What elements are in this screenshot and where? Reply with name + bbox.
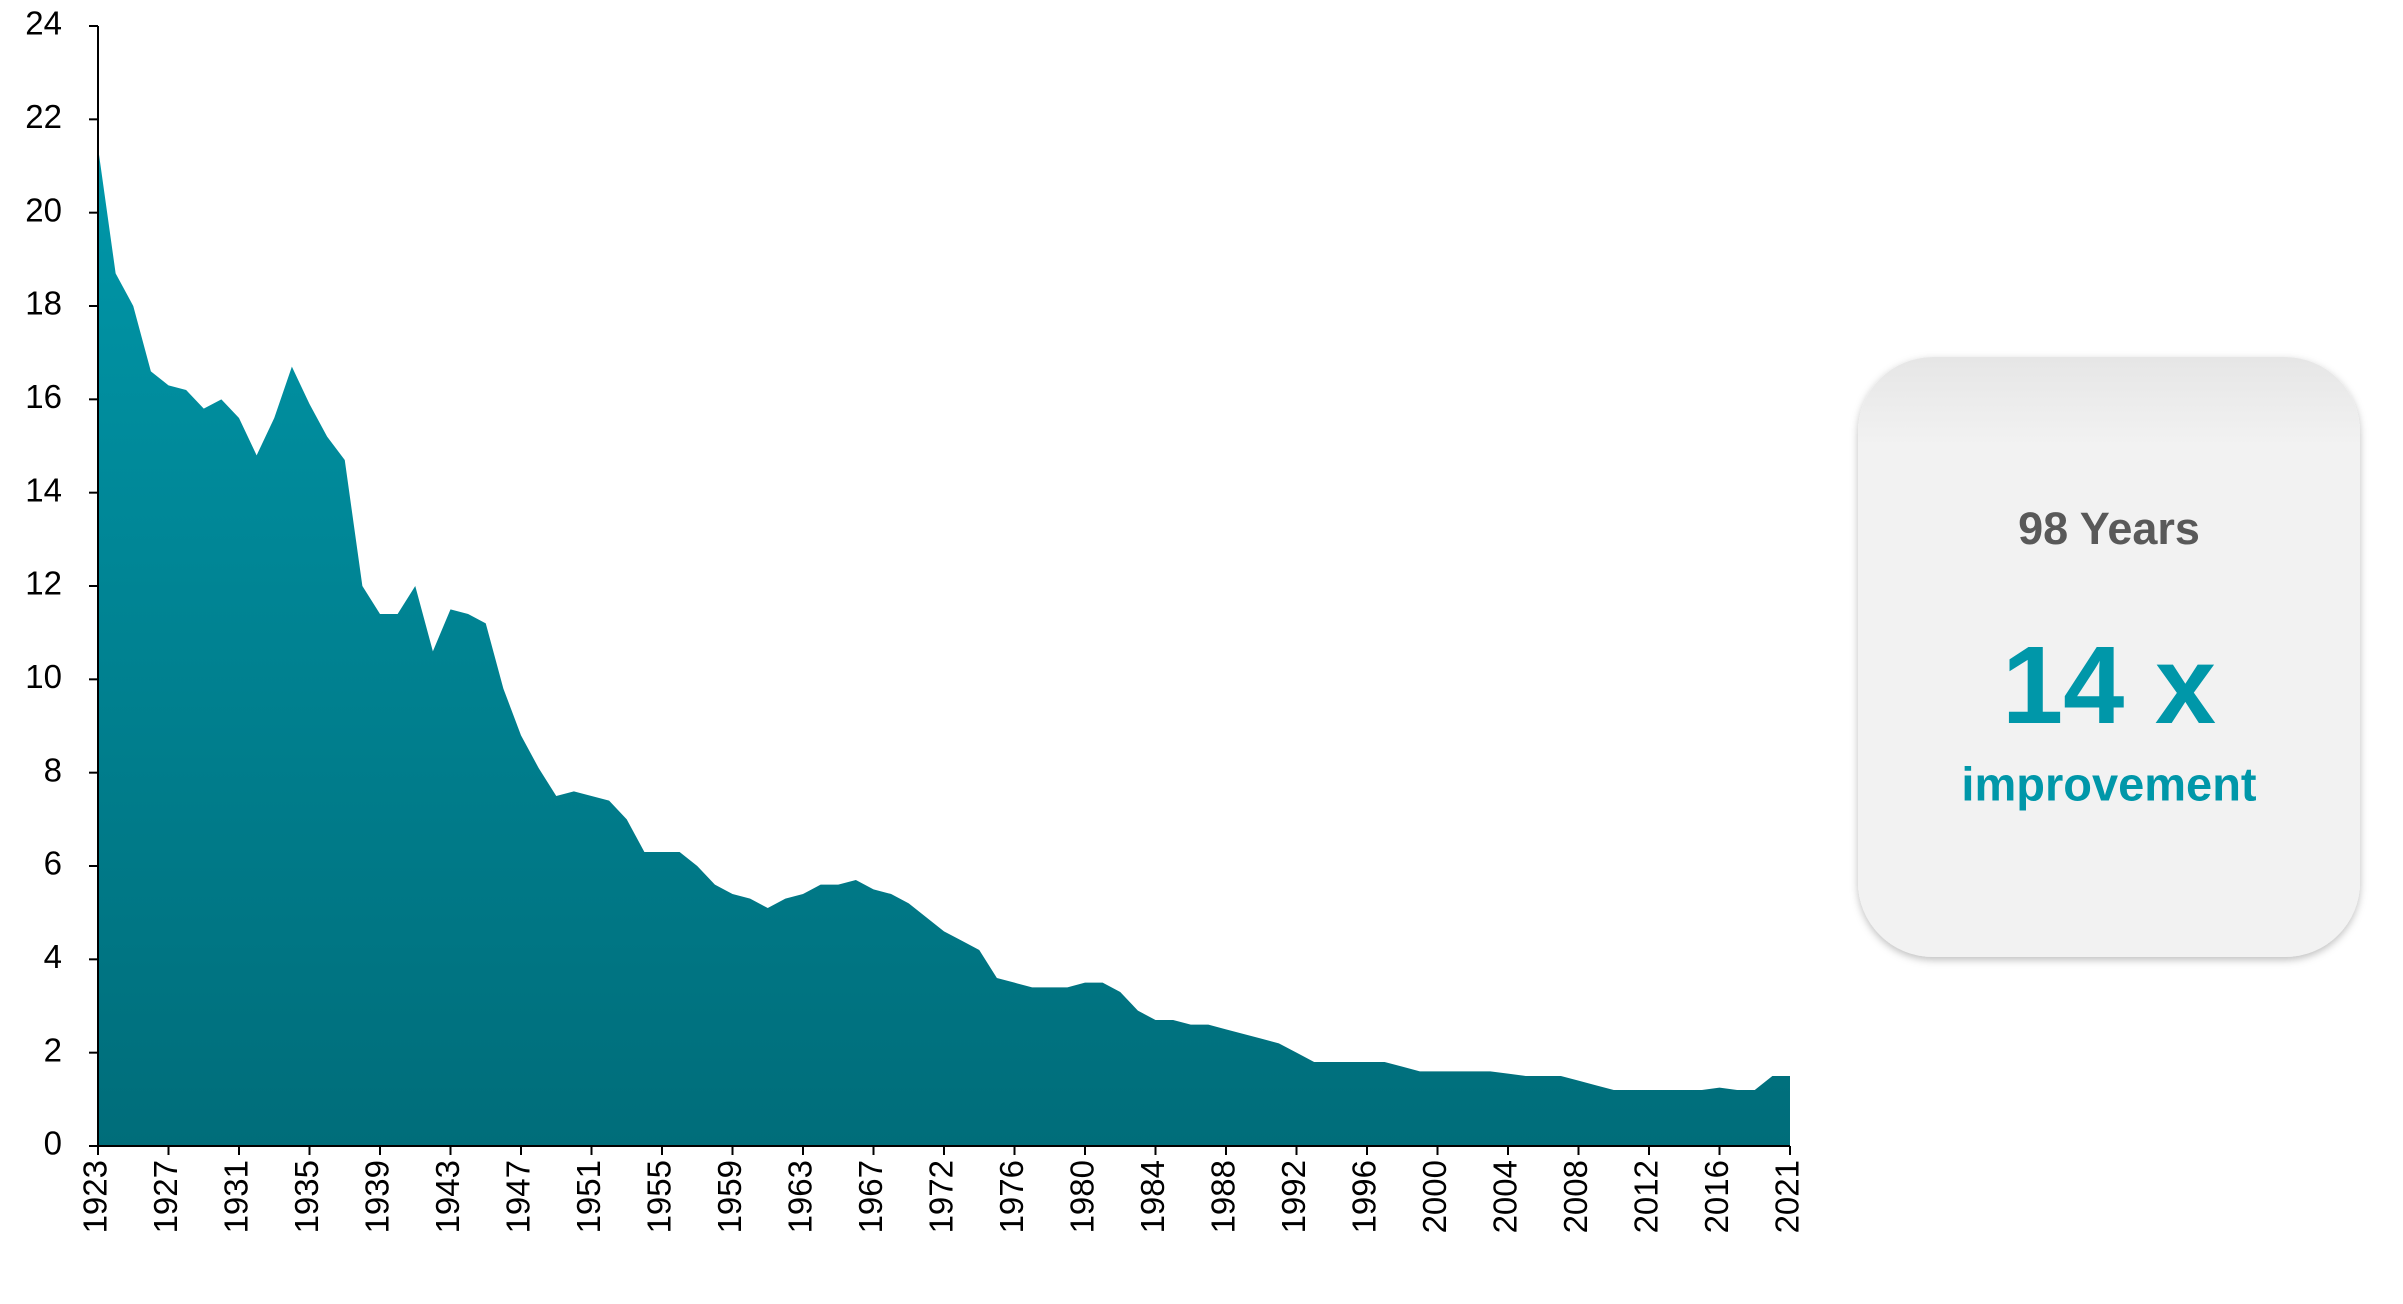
area (98, 147, 1790, 1147)
x-tick-label: 1923 (77, 1160, 114, 1233)
x-tick-label: 1963 (782, 1160, 819, 1233)
x-tick-label: 1996 (1346, 1160, 1383, 1233)
y-tick-label: 18 (25, 285, 62, 322)
y-tick-label: 20 (25, 191, 62, 228)
x-tick-label: 2012 (1628, 1160, 1665, 1233)
y-tick-label: 8 (44, 751, 62, 788)
x-tick-label: 1931 (218, 1160, 255, 1233)
callout-title: 98 Years (2018, 503, 2200, 554)
x-tick-label: 1967 (852, 1160, 889, 1233)
x-tick-label: 1959 (711, 1160, 748, 1233)
x-tick-label: 1992 (1275, 1160, 1312, 1233)
x-tick-label: 1947 (500, 1160, 537, 1233)
x-tick-label: 1988 (1205, 1160, 1242, 1233)
callout-value: 14 x (2002, 624, 2216, 747)
x-tick-label: 2008 (1557, 1160, 1594, 1233)
y-tick-label: 16 (25, 378, 62, 415)
x-tick-label: 1980 (1064, 1160, 1101, 1233)
y-tick-label: 22 (25, 98, 62, 135)
y-tick-label: 14 (25, 471, 62, 508)
x-tick-label: 2016 (1698, 1160, 1735, 1233)
y-tick-label: 6 (44, 845, 62, 882)
x-tick-label: 1955 (641, 1160, 678, 1233)
x-tick-label: 1935 (288, 1160, 325, 1233)
x-tick-label: 2021 (1769, 1160, 1806, 1233)
x-tick-label: 2004 (1487, 1160, 1524, 1233)
y-tick-label: 4 (44, 938, 62, 975)
callout-label: improvement (1961, 757, 2256, 810)
y-tick-label: 0 (44, 1125, 62, 1162)
x-tick-label: 2000 (1416, 1160, 1453, 1233)
x-tick-label: 1927 (147, 1160, 184, 1233)
x-tick-label: 1976 (993, 1160, 1030, 1233)
callout-box (1858, 357, 2360, 957)
x-tick-label: 1939 (359, 1160, 396, 1233)
y-tick-label: 10 (25, 658, 62, 695)
y-tick-label: 12 (25, 565, 62, 602)
x-tick-label: 1943 (429, 1160, 466, 1233)
x-tick-label: 1984 (1134, 1160, 1171, 1233)
y-tick-label: 2 (44, 1031, 62, 1068)
x-tick-label: 1951 (570, 1160, 607, 1233)
x-tick-label: 1972 (923, 1160, 960, 1233)
y-tick-label: 24 (25, 5, 62, 42)
